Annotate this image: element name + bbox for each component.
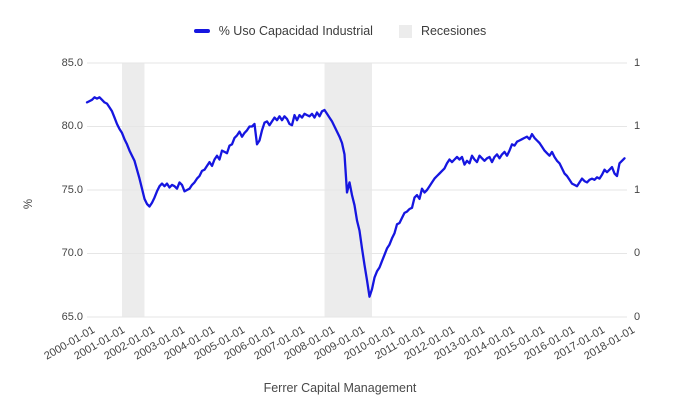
legend-item-series[interactable]: % Uso Capacidad Industrial: [193, 24, 373, 38]
chart-footer-title: Ferrer Capital Management: [263, 381, 417, 395]
y-tick-label: 85.0: [61, 56, 83, 69]
legend-recessions-label: Recesiones: [420, 24, 487, 38]
y2-tick-label: 1: [634, 56, 641, 69]
y-tick-label: 80.0: [61, 120, 83, 132]
legend-item-recessions[interactable]: Recesiones: [398, 24, 487, 38]
recession-band-swatch-icon: [398, 24, 412, 38]
series-line: [85, 96, 626, 298]
y2-tick-label: 1: [634, 120, 641, 132]
y2-tick-label: 0: [634, 247, 641, 259]
line-series-swatch-icon: [193, 29, 210, 33]
y-tick-label: 75.0: [61, 183, 83, 196]
legend: % Uso Capacidad Industrial Recesiones: [0, 22, 680, 40]
legend-series-label: % Uso Capacidad Industrial: [218, 24, 373, 38]
y2-tick-label: 0: [634, 310, 641, 323]
y-tick-label: 70.0: [61, 247, 83, 259]
y2-tick-label: 1: [634, 183, 641, 196]
y-tick-label: 65.0: [61, 310, 83, 323]
